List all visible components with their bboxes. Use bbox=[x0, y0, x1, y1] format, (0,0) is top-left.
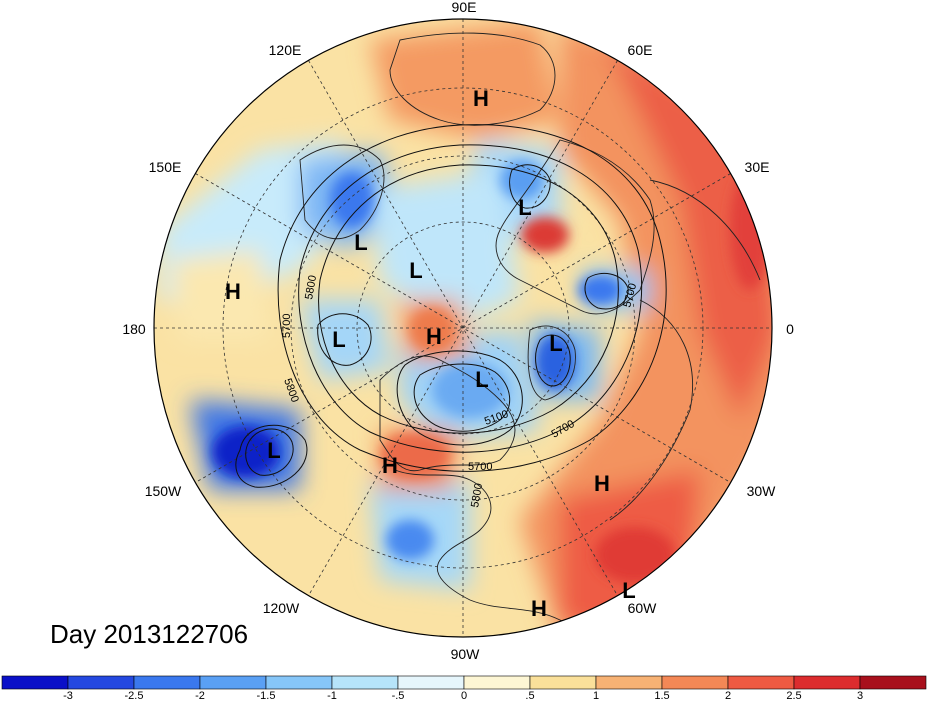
pressure-center-label: L bbox=[622, 578, 635, 603]
colorbar-tick-label: 1 bbox=[593, 690, 599, 702]
map-border bbox=[153, 18, 773, 638]
lon-label-150w: 150W bbox=[145, 483, 182, 499]
colorbar-tick-label: -1 bbox=[327, 690, 337, 702]
coastlines bbox=[299, 32, 761, 628]
pressure-center-label: H bbox=[382, 453, 398, 478]
contour-labels: 5800 5700 5800 5700 5700 5100 5700 5800 bbox=[281, 274, 639, 508]
lon-label-30e: 30E bbox=[745, 159, 770, 175]
colorbar-tick-label: -1.5 bbox=[257, 690, 276, 702]
pressure-center-label: H bbox=[531, 596, 547, 621]
colorbar-swatch bbox=[727, 675, 795, 690]
pressure-centers: H L L L H L H L L L H H L H bbox=[225, 86, 636, 621]
colorbar-swatch bbox=[529, 675, 597, 690]
colorbar-tick-label: -3 bbox=[63, 690, 73, 702]
lon-label-150e: 150E bbox=[149, 159, 182, 175]
pressure-center-label: H bbox=[426, 324, 442, 349]
lon-label-30w: 30W bbox=[747, 483, 777, 499]
lon-label-60w: 60W bbox=[628, 600, 658, 616]
colorbar-tick-label: 2 bbox=[725, 690, 731, 702]
lon-label-180: 180 bbox=[122, 321, 146, 337]
colorbar-swatch bbox=[859, 675, 927, 690]
colorbar-tick-label: 3 bbox=[857, 690, 863, 702]
colorbar-swatch bbox=[265, 675, 333, 690]
colorbar-tick-label: 0 bbox=[461, 690, 467, 702]
contour-label: 5700 bbox=[468, 461, 492, 473]
day-label: Day 2013122706 bbox=[50, 619, 249, 649]
colorbar-swatch bbox=[1, 675, 69, 690]
contour-label: 5800 bbox=[303, 274, 319, 300]
colorbar-tick-label: 1.5 bbox=[654, 690, 669, 702]
pressure-center-label: L bbox=[475, 367, 488, 392]
colorbar-tick-label: .5 bbox=[525, 690, 534, 702]
colorbar-tick-label: -2 bbox=[195, 690, 205, 702]
contour-label: 5700 bbox=[281, 314, 293, 338]
pressure-center-label: H bbox=[594, 471, 610, 496]
height-contours bbox=[235, 124, 667, 488]
lon-label-120e: 120E bbox=[269, 42, 302, 58]
contour-label: 5800 bbox=[469, 482, 485, 508]
colorbar-swatch bbox=[67, 675, 135, 690]
lon-label-120w: 120W bbox=[263, 600, 300, 616]
pressure-center-label: L bbox=[332, 327, 345, 352]
pressure-center-label: L bbox=[267, 438, 280, 463]
lon-label-90w: 90W bbox=[451, 646, 481, 662]
lon-label-60e: 60E bbox=[628, 42, 653, 58]
colorbar: -3 -2.5 -2 -1.5 -1 -.5 0 .5 1 1.5 2 2.5 3 bbox=[1, 675, 927, 702]
colorbar-tick-label: 2.5 bbox=[786, 690, 801, 702]
colorbar-swatch bbox=[199, 675, 267, 690]
lon-label-0: 0 bbox=[786, 321, 794, 337]
colorbar-swatch bbox=[397, 675, 465, 690]
pressure-center-label: H bbox=[473, 86, 489, 111]
anomaly-field: 5800 5700 5800 5700 5700 5100 5700 5800 bbox=[154, 19, 772, 637]
longitude-labels: 90E 120E 60E 150E 30E 180 0 150W 30W 120… bbox=[122, 0, 794, 662]
colorbar-swatch bbox=[661, 675, 729, 690]
graticule bbox=[154, 19, 772, 637]
colorbar-swatch bbox=[463, 675, 531, 690]
pressure-center-label: L bbox=[549, 331, 562, 356]
colorbar-swatch bbox=[133, 675, 201, 690]
colorbar-swatch bbox=[793, 675, 861, 690]
pressure-center-label: H bbox=[225, 279, 241, 304]
pressure-center-label: L bbox=[354, 230, 367, 255]
colorbar-swatch bbox=[595, 675, 663, 690]
colorbar-swatch bbox=[331, 675, 399, 690]
pressure-center-label: L bbox=[409, 258, 422, 283]
colorbar-tick-label: -.5 bbox=[392, 690, 405, 702]
lon-label-90e: 90E bbox=[452, 0, 477, 15]
pressure-center-label: L bbox=[518, 195, 531, 220]
colorbar-tick-label: -2.5 bbox=[125, 690, 144, 702]
